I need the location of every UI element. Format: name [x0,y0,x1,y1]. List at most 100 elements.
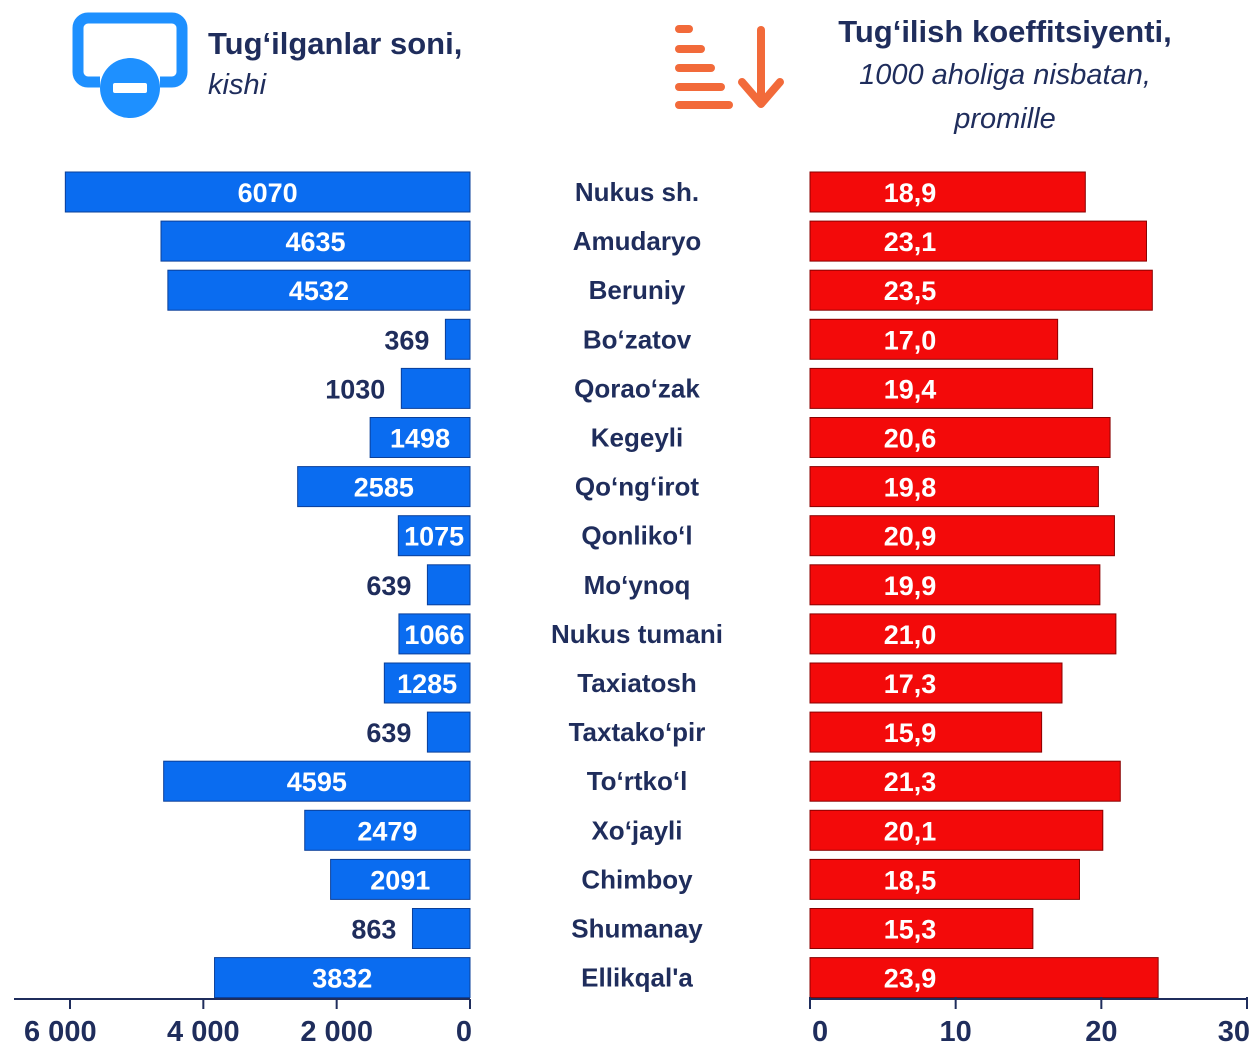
category-label: Qonliko‘l [581,521,692,551]
right-bar [809,466,1099,508]
category-label: Qorao‘zak [574,373,700,403]
right-bar [809,711,1043,753]
left-bar-label: 1066 [404,620,464,650]
left-bar [167,269,471,311]
right-bar [809,613,1117,655]
left-bar [400,367,471,409]
left-x-tick-label: 6 000 [24,1016,97,1047]
category-label: Bo‘zatov [583,324,692,354]
right-bar [809,564,1101,606]
left-bar-label: 1285 [397,669,457,699]
right-bar-label: 20,6 [884,424,937,454]
right-bar [809,220,1147,262]
left-bar [426,564,471,606]
right-bar [809,318,1059,360]
left-bar [397,515,471,557]
category-label: Nukus tumani [551,619,723,649]
right-bar [809,957,1159,999]
right-bar-label: 21,0 [884,620,937,650]
right-bar-label: 21,3 [884,767,937,797]
left-bar-label: 639 [366,718,411,748]
right-bar-label: 19,8 [884,473,937,503]
right-bar [809,171,1086,213]
right-bar-label: 18,5 [884,865,937,895]
right-bar-label: 17,0 [884,325,937,355]
left-bar-label: 6070 [238,178,298,208]
axes: 0 2 000 4 000 6 000 0 10 20 30 [14,997,1250,1047]
left-bar [64,171,471,213]
right-bar-label: 20,1 [884,816,937,846]
right-chart-subtitle-line2: promille [953,103,1056,135]
right-bar [809,908,1034,949]
right-bar-label: 23,1 [884,227,937,257]
category-label: Taxtako‘pir [569,717,706,747]
right-x-tick-label: 0 [812,1016,828,1047]
left-bar [398,613,471,655]
right-bar [809,809,1104,851]
left-x-tick-label: 2 000 [300,1016,373,1047]
right-bar [809,417,1111,458]
left-bar [444,318,471,360]
right-bar-label: 15,9 [884,718,937,748]
category-label: Shumanay [571,914,703,944]
left-x-tick-label: 4 000 [167,1016,240,1047]
category-label: Chimboy [581,864,693,894]
category-label: Taxiatosh [577,668,696,698]
right-chart-subtitle-line1: 1000 aholiga nisbatan, [859,59,1151,91]
left-bar-label: 2479 [357,816,417,846]
category-label: Xo‘jayli [591,815,682,845]
right-x-tick-label: 20 [1085,1016,1117,1047]
right-chart-title: Tug‘ilish koeffitsiyenti, [838,14,1172,49]
category-label: Mo‘ynoq [584,570,691,600]
left-chart-title: Tug‘ilganlar soni, [208,26,462,61]
right-bar-label: 19,4 [884,374,937,404]
sort-descending-icon [675,25,784,109]
left-bar [297,466,471,508]
category-label: Beruniy [589,275,686,305]
left-bar-label: 4595 [287,767,347,797]
left-bar-label: 369 [384,325,429,355]
left-bar [214,957,471,999]
left-bar-label: 1030 [325,374,385,404]
right-bar-label: 23,5 [884,276,937,306]
right-bar [809,858,1080,900]
right-x-tick-label: 30 [1218,1016,1250,1047]
category-label: To‘rtko‘l [587,766,688,796]
right-bar [809,367,1094,409]
category-label: Nukus sh. [575,177,699,207]
left-bar-label: 4635 [285,227,345,257]
left-bar [369,417,471,458]
left-bar-label: 863 [351,915,396,945]
right-x-tick-label: 10 [940,1016,972,1047]
left-bar-label: 4532 [289,276,349,306]
left-bar [160,220,471,262]
right-bar [809,760,1121,802]
left-bar [411,908,471,949]
left-bar-label: 1075 [404,522,464,552]
right-bar [809,662,1063,704]
right-bar-label: 19,9 [884,571,937,601]
category-label: Amudaryo [573,226,702,256]
left-bar-label: 3832 [312,964,372,994]
left-chart-subtitle: kishi [208,69,268,101]
left-bar [426,711,471,753]
right-bar [809,269,1153,311]
right-bar-label: 23,9 [884,964,937,994]
category-label: Qo‘ng‘irot [575,472,700,502]
left-bar [383,662,471,704]
left-bar-label: 1498 [390,424,450,454]
category-label: Kegeyli [591,423,684,453]
right-bar-series: 18,9 23,1 23,5 17,0 19,4 20,6 19,8 20,9 19,9 21,0… [809,171,1159,999]
left-bar-label: 639 [366,571,411,601]
monitor-minus-icon [72,12,188,118]
left-bar-label: 2585 [354,473,414,503]
right-bar-label: 18,9 [884,178,937,208]
category-label: Ellikqal'a [581,963,693,993]
left-bar-label: 2091 [370,865,430,895]
right-bar-label: 17,3 [884,669,937,699]
right-bar [809,515,1115,557]
category-labels: Nukus sh. Amudaryo Beruniy Bo‘zatov Qorao‘za… [551,177,723,993]
left-bar [163,760,471,802]
